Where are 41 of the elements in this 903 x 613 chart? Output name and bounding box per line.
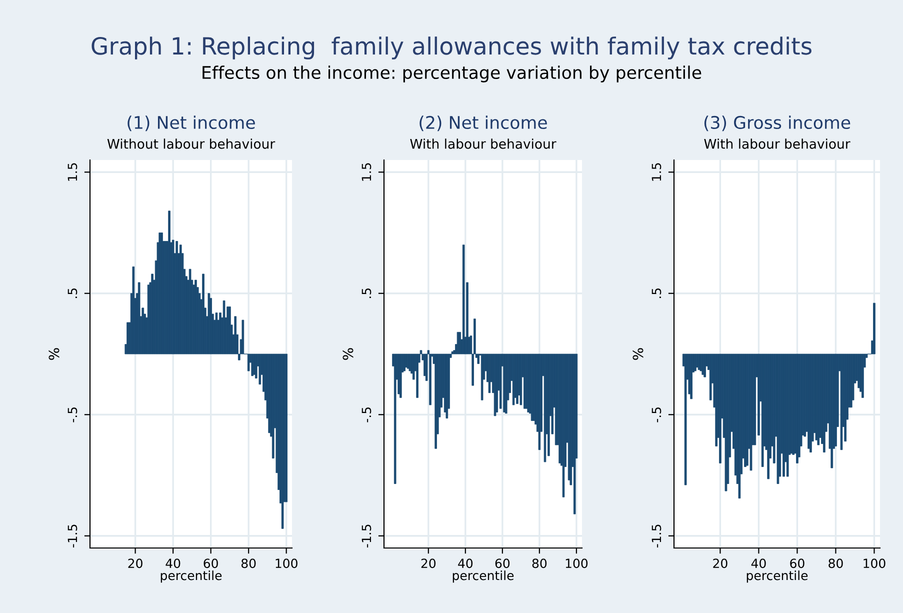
- y-tick-label: -.5: [652, 408, 662, 422]
- x-tick-label: 40: [166, 558, 180, 568]
- x-tick-label: 60: [790, 558, 804, 568]
- x-tick-label: 80: [241, 558, 256, 568]
- text: Effects on the income: percentage variation by percentile: [202, 66, 702, 82]
- x-tick-label: 40: [458, 558, 473, 568]
- x-axis-title: percentile: [160, 570, 222, 583]
- chart-title: (2) Net income: [420, 116, 547, 132]
- y-tick-label: 1.5: [68, 163, 78, 181]
- caption: Graph 1: Replacing family allowances with family tax credits: [92, 36, 812, 60]
- y-tick-label: -.5: [68, 408, 78, 422]
- x-tick-label: 80: [828, 558, 843, 568]
- chart-subtitle: Without labour behaviour: [107, 138, 276, 149]
- x-tick-label: 100: [276, 558, 298, 568]
- x-axis-title: percentile: [452, 570, 514, 583]
- x-tick-label: 60: [204, 558, 218, 568]
- y-axis-title: %: [342, 348, 354, 360]
- chart-subtitle: With labour behaviour: [410, 138, 556, 149]
- y-tick-label: -1.5: [68, 524, 78, 548]
- x-tick-label: 60: [495, 558, 510, 568]
- y-tick-label: -1.5: [362, 524, 372, 548]
- chart-title: (3) Gross income: [704, 116, 850, 132]
- x-tick-label: 40: [751, 558, 766, 568]
- y-axis-title: %: [632, 348, 644, 360]
- y-tick-label: -.5: [362, 408, 372, 422]
- chart-subtitle: With labour behaviour: [704, 138, 850, 149]
- x-tick-label: 20: [421, 558, 436, 568]
- y-tick-label: .5: [68, 288, 78, 298]
- y-tick-label: .5: [362, 288, 372, 298]
- x-axis-title: percentile: [746, 570, 808, 583]
- y-tick-label: 1.5: [362, 163, 372, 181]
- y-axis-title: %: [48, 348, 60, 360]
- x-tick-label: 20: [713, 558, 728, 568]
- x-tick-label: 100: [864, 558, 886, 568]
- y-tick-label: 1.5: [652, 163, 662, 181]
- x-tick-label: 100: [566, 558, 588, 568]
- chart-title: (1) Net income: [128, 116, 255, 132]
- x-tick-label: 20: [128, 558, 142, 568]
- y-tick-label: .5: [652, 288, 662, 298]
- x-tick-label: 80: [532, 558, 547, 568]
- y-tick-label: -1.5: [652, 524, 662, 548]
